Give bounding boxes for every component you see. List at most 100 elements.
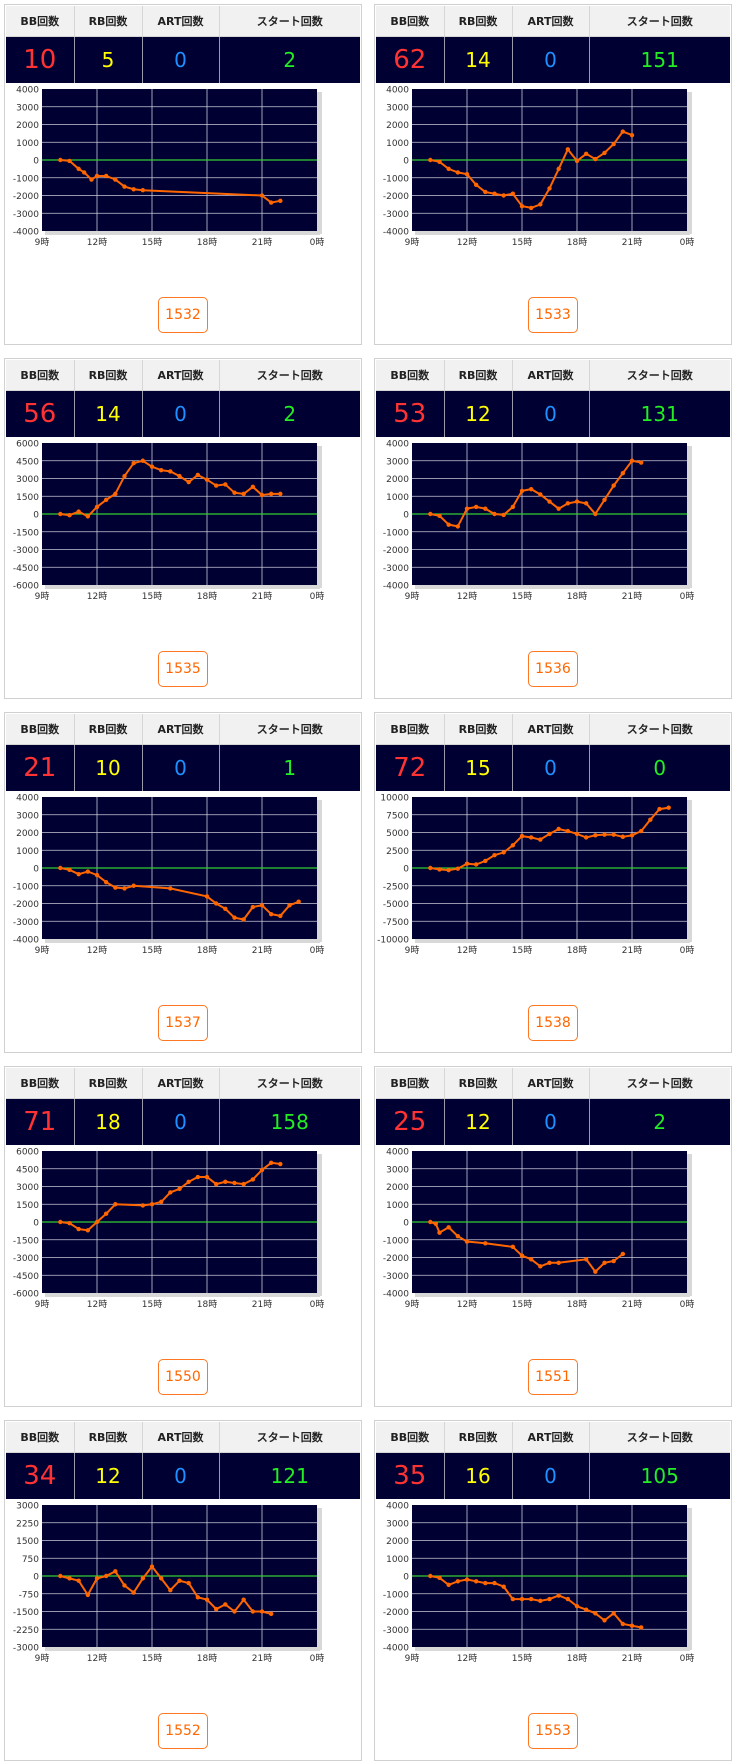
data-point xyxy=(492,1580,497,1586)
y-tick-label: 1000 xyxy=(386,1555,409,1565)
data-point xyxy=(168,1190,173,1195)
x-tick-label: 0時 xyxy=(310,1299,325,1310)
y-tick-label: 0 xyxy=(403,1573,409,1583)
data-point xyxy=(278,198,283,204)
data-point xyxy=(629,458,635,463)
rb-count: 5 xyxy=(74,36,143,83)
unit-number-button[interactable]: 1553 xyxy=(528,1713,578,1749)
x-tick-label: 21時 xyxy=(252,591,272,602)
data-point xyxy=(241,917,246,922)
data-point xyxy=(446,1225,451,1230)
data-point xyxy=(556,1593,561,1598)
y-tick-label: 3000 xyxy=(16,475,39,485)
data-point xyxy=(547,1260,552,1266)
data-point xyxy=(259,193,265,198)
data-point xyxy=(85,514,91,519)
y-tick-label: 4000 xyxy=(386,1148,409,1158)
data-point xyxy=(583,1257,589,1262)
data-point xyxy=(528,835,534,840)
unit-number-button[interactable]: 1532 xyxy=(158,297,208,333)
stats-table: BB回数 RB回数 ART回数 スタート回数 71 18 0 158 xyxy=(6,1068,360,1145)
plot-shadow xyxy=(415,585,690,589)
y-tick-label: 0 xyxy=(403,157,409,167)
x-tick-label: 12時 xyxy=(87,945,107,956)
x-tick-label: 21時 xyxy=(622,1653,642,1664)
bb-header: BB回数 xyxy=(376,1422,445,1453)
x-tick-label: 21時 xyxy=(252,945,272,956)
y-tick-label: -2000 xyxy=(383,1608,409,1618)
unit-number-button[interactable]: 1535 xyxy=(158,651,208,687)
data-point xyxy=(259,492,265,498)
x-tick-label: 15時 xyxy=(512,945,532,956)
unit-number-button[interactable]: 1550 xyxy=(158,1359,208,1395)
data-point xyxy=(94,872,100,878)
x-tick-label: 21時 xyxy=(622,237,642,248)
y-tick-label: -3000 xyxy=(383,1626,409,1636)
data-point xyxy=(510,1596,516,1602)
data-point xyxy=(76,166,81,172)
data-point xyxy=(85,1592,91,1598)
data-point xyxy=(85,1228,91,1233)
data-point xyxy=(657,806,662,812)
data-point xyxy=(58,1573,63,1579)
data-point xyxy=(501,1584,506,1589)
data-point xyxy=(204,894,210,899)
data-point xyxy=(103,173,109,179)
data-point xyxy=(131,460,136,466)
data-point xyxy=(122,473,127,479)
rb-count: 18 xyxy=(74,1098,143,1145)
data-point xyxy=(428,1573,433,1579)
rb-count: 12 xyxy=(444,1098,513,1145)
unit-number-button[interactable]: 1552 xyxy=(158,1713,208,1749)
data-point xyxy=(103,880,109,885)
bb-header: BB回数 xyxy=(6,714,75,745)
y-tick-label: 2000 xyxy=(386,1537,409,1547)
y-tick-label: 2000 xyxy=(386,475,409,485)
art-count: 0 xyxy=(512,1452,590,1499)
data-point xyxy=(213,483,219,488)
data-point xyxy=(122,184,127,189)
data-point xyxy=(428,157,433,163)
plot-shadow xyxy=(45,585,320,589)
data-point xyxy=(446,1582,451,1588)
start-header: スタート回数 xyxy=(219,6,360,37)
unit-number-button[interactable]: 1536 xyxy=(528,651,578,687)
y-tick-label: 3000 xyxy=(16,103,39,113)
unit-number-button[interactable]: 1551 xyxy=(528,1359,578,1395)
y-tick-label: -1500 xyxy=(13,528,39,538)
y-tick-label: -2000 xyxy=(383,1254,409,1264)
x-tick-label: 12時 xyxy=(87,591,107,602)
bb-count: 71 xyxy=(6,1098,75,1145)
x-tick-label: 9時 xyxy=(35,237,50,248)
data-point xyxy=(547,186,552,191)
data-point xyxy=(268,1611,274,1617)
data-point xyxy=(76,1578,81,1583)
data-point xyxy=(76,1226,81,1232)
data-point xyxy=(519,488,525,494)
plot-shadow xyxy=(317,92,322,234)
unit-number-button[interactable]: 1533 xyxy=(528,297,578,333)
y-tick-label: 2000 xyxy=(386,121,409,131)
data-point xyxy=(158,1576,164,1581)
x-tick-label: 21時 xyxy=(252,1653,272,1664)
data-point xyxy=(565,147,571,152)
data-point xyxy=(58,157,63,163)
data-point xyxy=(574,831,580,837)
bb-header: BB回数 xyxy=(6,6,75,37)
y-tick-label: -1000 xyxy=(383,174,409,184)
unit-panel: BB回数 RB回数 ART回数 スタート回数 35 16 0 105 4000 3000 2000 1… xyxy=(374,1420,732,1761)
stats-table: BB回数 RB回数 ART回数 スタート回数 10 5 0 2 xyxy=(6,6,360,83)
unit-panel: BB回数 RB回数 ART回数 スタート回数 10 5 0 2 4000 3000 2000 1000… xyxy=(4,4,362,345)
data-point xyxy=(158,468,164,473)
plot-shadow xyxy=(687,800,692,942)
start-header: スタート回数 xyxy=(219,714,360,745)
unit-number-button[interactable]: 1537 xyxy=(158,1005,208,1041)
data-point xyxy=(259,903,265,908)
data-point xyxy=(268,491,274,497)
y-tick-label: -4000 xyxy=(13,936,39,946)
data-point xyxy=(58,1219,63,1225)
art-header: ART回数 xyxy=(142,6,220,37)
plot-shadow xyxy=(45,939,320,943)
unit-number-button[interactable]: 1538 xyxy=(528,1005,578,1041)
data-point xyxy=(437,159,442,164)
